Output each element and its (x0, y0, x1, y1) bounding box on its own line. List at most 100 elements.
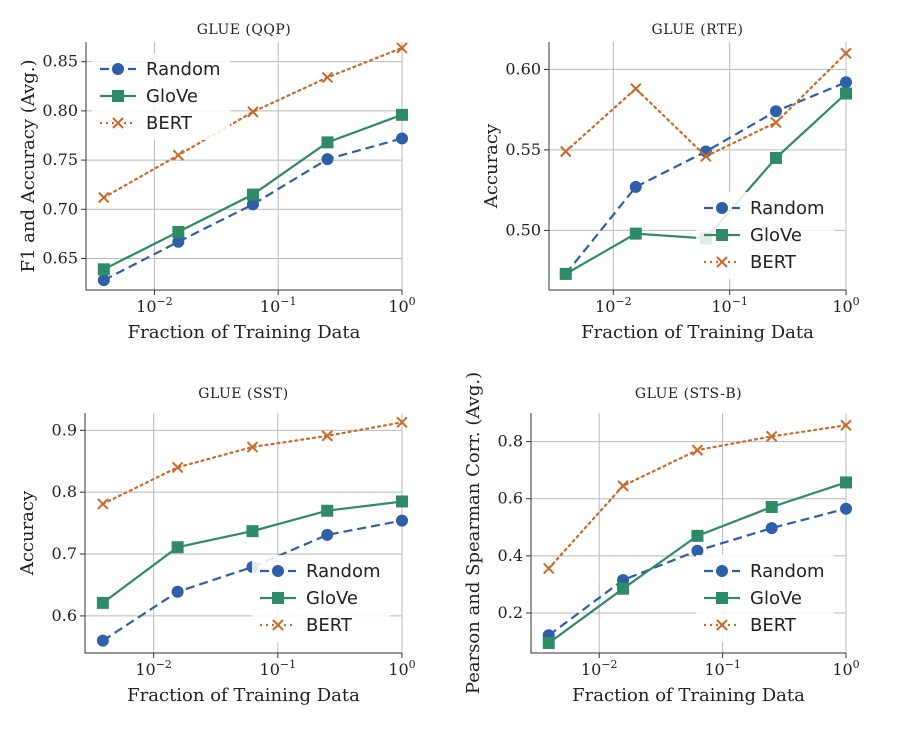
series-line-bert (101, 421, 404, 505)
data-point-glove (769, 151, 782, 164)
y-axis-label: Accuracy (17, 490, 38, 576)
x-tick-label: 10−1 (711, 295, 748, 316)
legend-label-glove: GloVe (146, 86, 198, 107)
y-tick-label: 0.8 (498, 432, 523, 451)
legend-label-bert: BERT (146, 113, 193, 134)
y-tick-label: 0.55 (505, 140, 541, 159)
legend-marker-bert (716, 256, 728, 268)
data-point-glove (840, 87, 852, 100)
series-glove (96, 495, 408, 609)
x-tick-label: 10−1 (260, 658, 297, 679)
y-axis-label: F1 and Accuracy (Avg.) (18, 59, 39, 272)
y-tick-label: 0.6 (498, 489, 523, 508)
x-tick-label: 10−2 (136, 295, 173, 316)
data-point-bert (321, 71, 334, 84)
x-tick-label: 100 (832, 658, 859, 679)
series-bert (543, 419, 852, 575)
data-point-glove (246, 188, 259, 201)
data-point-bert (171, 461, 184, 474)
data-point-bert (766, 430, 778, 443)
chart-panel-4: 0.2 0.4 0.6 0.8 10−2 10−1 100 GLUE (STS-B) Fract… (463, 372, 860, 706)
data-point-bert (700, 150, 712, 163)
data-point-bert (770, 116, 782, 129)
series-bert (97, 416, 408, 510)
data-point-bert (396, 42, 408, 54)
legend-marker-glove (112, 90, 124, 102)
chart-title: GLUE (RTE) (652, 22, 744, 38)
data-point-random (246, 198, 259, 211)
legend-marker-glove (272, 592, 284, 604)
data-point-random (840, 76, 852, 89)
data-point-glove (542, 637, 555, 649)
chart-panel-3: 0.6 0.7 0.8 0.9 10−2 10−1 100 GLUE (SST) Fractio… (17, 386, 416, 706)
legend-marker-bert (716, 619, 728, 631)
data-point-glove (172, 225, 185, 238)
data-point-glove (321, 504, 334, 517)
y-tick-label: 0.70 (42, 199, 78, 218)
legend-label-bert: BERT (306, 615, 353, 636)
y-tick-label: 0.7 (52, 544, 77, 563)
y-axis-label: Pearson and Spearman Corr. (Avg.) (463, 372, 484, 694)
legend-marker-random (716, 565, 728, 577)
legend-marker-glove (716, 229, 728, 241)
data-point-random (691, 544, 704, 557)
x-tick-label: 100 (832, 295, 859, 316)
data-point-bert (543, 562, 555, 575)
legend-marker-random (112, 63, 124, 75)
legend-label-random: Random (750, 561, 825, 582)
x-tick-label: 100 (388, 658, 415, 679)
y-tick-label: 0.8 (52, 482, 77, 501)
data-point-bert (840, 47, 852, 59)
legend-label-bert: BERT (750, 252, 797, 273)
data-point-bert (247, 106, 259, 118)
data-point-bert (321, 430, 333, 442)
legend-marker-bert (112, 117, 124, 129)
y-tick-label: 0.4 (498, 546, 523, 565)
data-point-glove (396, 495, 408, 508)
x-tick-label: 10−2 (135, 658, 172, 679)
legend: Random GloVe BERT (696, 192, 834, 279)
data-point-glove (97, 263, 110, 276)
y-tick-label: 0.85 (42, 52, 78, 71)
legend-label-glove: GloVe (750, 225, 802, 246)
y-tick-label: 0.9 (52, 420, 77, 439)
data-point-random (840, 502, 852, 515)
x-tick-label: 10−2 (581, 658, 618, 679)
series-bert (98, 42, 408, 204)
data-point-random (321, 528, 334, 541)
legend: Random GloVe BERT (92, 53, 230, 140)
data-point-glove (96, 596, 109, 609)
legend: Random GloVe BERT (696, 555, 834, 642)
data-point-glove (171, 541, 184, 554)
x-tick-label: 10−1 (260, 295, 297, 316)
y-tick-label: 0.2 (498, 603, 523, 622)
axes-spine (530, 413, 846, 654)
y-tick-label: 0.60 (505, 59, 541, 78)
legend-marker-random (716, 202, 728, 214)
legend-label-random: Random (306, 561, 381, 582)
series-bert (560, 47, 852, 163)
x-tick-label: 100 (388, 295, 415, 316)
data-point-glove (765, 501, 778, 513)
data-point-glove (559, 267, 572, 280)
y-tick-label: 0.6 (52, 606, 77, 625)
data-point-glove (246, 525, 259, 538)
y-tick-label: 0.50 (505, 220, 541, 239)
chart-panel-2: 0.50 0.55 0.60 10−2 10−1 100 GLUE (RTE) Fractio… (481, 22, 860, 343)
data-point-bert (630, 82, 642, 95)
series-line-bert (564, 52, 848, 158)
data-point-bert (246, 441, 259, 453)
chart-panel-1: 0.65 0.70 0.75 0.80 0.85 10−2 10−1 100 GLUE (QQP… (18, 22, 416, 343)
series-glove (97, 108, 408, 276)
data-point-glove (840, 476, 852, 489)
legend-label-glove: GloVe (750, 588, 802, 609)
data-point-bert (560, 145, 572, 158)
x-tick-label: 10−1 (704, 658, 741, 679)
data-point-glove (617, 582, 630, 595)
data-point-random (765, 522, 778, 535)
y-tick-label: 0.65 (42, 249, 78, 268)
data-point-random (396, 514, 408, 527)
series-glove (542, 476, 852, 649)
data-point-glove (629, 227, 642, 240)
